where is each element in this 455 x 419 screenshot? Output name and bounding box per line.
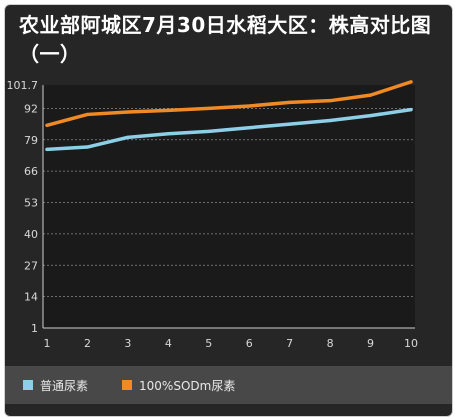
data-point [207, 129, 211, 133]
legend-swatch-series-2 [122, 380, 133, 390]
data-point [368, 93, 373, 97]
data-point [247, 126, 251, 130]
chart-title: 农业部阿城区7月30日水稻大区：株高对比图（一） [19, 13, 432, 66]
series-line-1 [45, 107, 413, 152]
data-point [126, 135, 130, 139]
x-tick-label: 8 [327, 337, 334, 350]
y-tick-label: 14 [24, 291, 38, 304]
data-point [409, 80, 413, 84]
data-point [288, 122, 292, 126]
series-line-2 [45, 80, 413, 128]
legend-label-series-2: 100%SODm尿素 [139, 378, 236, 393]
chart-frame: 农业部阿城区7月30日水稻大区：株高对比图（一） 101.7 92 79 66 53 40… [4, 4, 453, 417]
y-tick-label: 79 [24, 134, 38, 147]
data-point [85, 145, 90, 149]
x-tick-label: 6 [246, 337, 253, 350]
x-tick-label: 7 [286, 337, 293, 350]
data-point [328, 118, 332, 123]
data-point [409, 108, 413, 112]
x-tick-label: 3 [124, 337, 131, 350]
data-point [328, 99, 332, 103]
data-point [126, 110, 130, 114]
x-tick-label: 5 [205, 337, 212, 350]
legend-label-series-1: 普通尿素 [40, 378, 89, 393]
data-point [288, 100, 292, 104]
data-point [166, 132, 170, 136]
x-tick-label: 2 [84, 337, 91, 350]
y-tick-label: 53 [24, 197, 38, 210]
data-point [247, 104, 251, 108]
data-point [166, 108, 170, 112]
y-tick-label: 1 [31, 322, 38, 335]
x-tick-label: 1 [44, 337, 51, 350]
data-point [207, 106, 211, 111]
plot-area [43, 85, 415, 328]
data-point [45, 147, 49, 152]
x-tick-label: 9 [367, 337, 374, 350]
data-point [45, 123, 49, 127]
x-tick-label: 10 [404, 337, 418, 350]
y-tick-label: 27 [24, 259, 38, 272]
legend-swatch-series-1 [23, 380, 33, 390]
data-point [368, 114, 373, 118]
line-chart: 101.7 92 79 66 53 40 27 14 11 2 3 4 5 6 7 8 9 10 [7, 79, 419, 350]
y-tick-label: 101.7 [7, 79, 39, 92]
legend-item-series-1: 普通尿素 [23, 377, 88, 394]
legend-item-series-2: 100%SODm尿素 [122, 377, 235, 394]
x-tick-label: 4 [165, 337, 172, 350]
y-tick-label: 92 [24, 102, 38, 115]
y-tick-label: 66 [24, 165, 38, 178]
legend: 普通尿素 100%SODm尿素 [5, 366, 452, 404]
y-tick-label: 40 [24, 228, 38, 241]
data-point [85, 112, 90, 117]
